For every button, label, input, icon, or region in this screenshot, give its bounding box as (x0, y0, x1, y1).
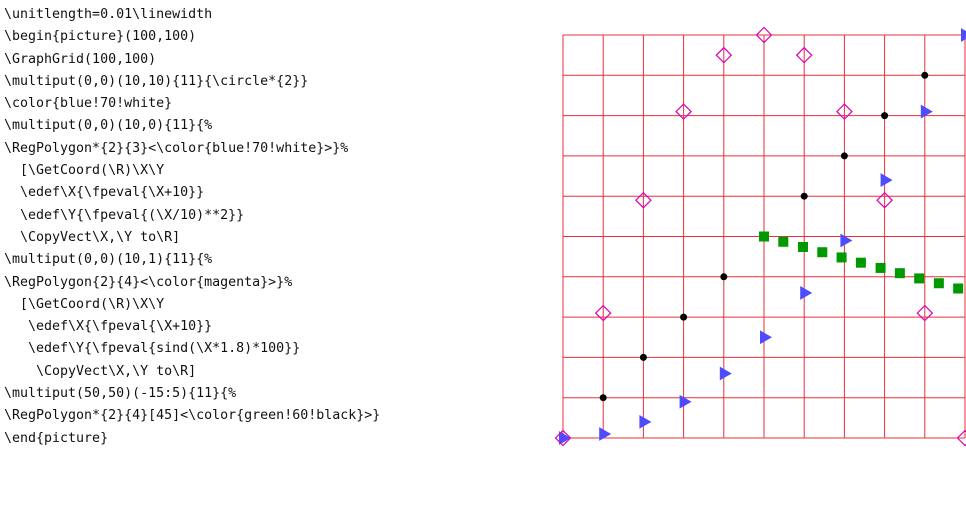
triangle-marker (679, 394, 692, 409)
code-line: \multiput(0,0)(10,1){11}{% (4, 252, 213, 268)
triangle-marker (840, 233, 853, 248)
square-marker (875, 262, 886, 273)
latex-source-code: \unitlength=0.01\linewidth \begin{picture… (4, 4, 380, 450)
square-marker (914, 273, 925, 284)
code-line: \CopyVect\X,\Y to\R] (4, 229, 181, 245)
diamond-marker (635, 191, 652, 209)
code-line: \CopyVect\X,\Y to\R] (4, 363, 197, 379)
diamond-marker (554, 429, 572, 447)
square-marker (797, 241, 808, 252)
triangle-marker (639, 414, 652, 429)
square-marker (953, 283, 964, 294)
square-marker (894, 268, 905, 279)
diamond-marker (795, 46, 813, 64)
code-line: \RegPolygon*{2}{4}[45]<\color{green!60!b… (4, 408, 381, 424)
code-line: \RegPolygon{2}{4}<\color{magenta}>}% (4, 274, 293, 290)
diamond-marker (715, 46, 733, 64)
code-line: \begin{picture}(100,100) (4, 29, 197, 45)
code-line: [\GetCoord(\R)\X\Y (4, 163, 165, 179)
diamond-marker (956, 429, 966, 447)
code-line: \end{picture} (4, 430, 109, 446)
code-line: \unitlength=0.01\linewidth (4, 7, 213, 22)
diamond-marker (876, 191, 893, 209)
diamond-marker (836, 103, 853, 120)
triangle-marker (920, 104, 933, 119)
dot-marker (921, 71, 929, 79)
triangle-marker (880, 173, 893, 187)
dot-marker (800, 192, 808, 200)
code-line: \multiput(50,50)(-15:5){11}{% (4, 386, 237, 402)
diamond-marker (916, 304, 934, 322)
triangle-marker (559, 431, 571, 445)
code-line: \edef\X{\fpeval{\X+10}} (4, 185, 205, 201)
code-line: \RegPolygon*{2}{3}<\color{blue!70!white}… (4, 140, 349, 156)
square-marker (836, 252, 847, 263)
diamond-marker (594, 304, 612, 322)
dot-marker (599, 394, 607, 402)
code-line: \edef\X{\fpeval{\X+10}} (4, 319, 213, 335)
code-line: \color{blue!70!white} (4, 96, 173, 112)
triangle-marker (800, 286, 813, 300)
square-marker (759, 231, 769, 242)
square-marker (933, 278, 944, 289)
code-line: \multiput(0,0)(10,0){11}{% (4, 118, 213, 134)
triangle-marker (961, 28, 966, 42)
triangle-marker (599, 427, 612, 441)
square-marker (817, 247, 828, 258)
diamond-marker (755, 26, 773, 44)
square-marker (855, 257, 866, 268)
square-series (759, 231, 964, 294)
code-line: \GraphGrid(100,100) (4, 51, 157, 67)
code-line: \edef\Y{\fpeval{(\X/10)**2}} (4, 207, 245, 223)
dot-marker (720, 273, 728, 281)
diamond-series (554, 26, 966, 447)
square-marker (778, 236, 789, 247)
triangle-marker (719, 366, 732, 381)
dot-marker (680, 313, 688, 321)
triangle-series (559, 28, 966, 445)
dot-marker (881, 112, 889, 120)
dot-marker (639, 353, 647, 361)
diamond-marker (675, 103, 692, 120)
code-line: \multiput(0,0)(10,10){11}{\circle*{2}} (4, 73, 309, 89)
code-line: \edef\Y{\fpeval{sind(\X*1.8)*100}} (4, 341, 301, 357)
code-line: [\GetCoord(\R)\X\Y (4, 296, 165, 312)
dot-marker (840, 152, 848, 160)
triangle-marker (760, 330, 772, 345)
